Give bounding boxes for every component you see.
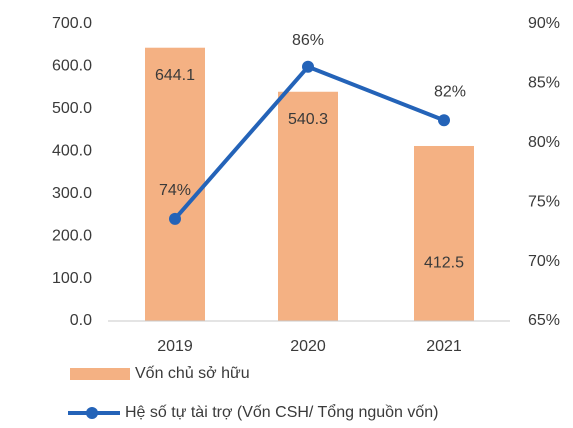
y-tick-label: 600.0: [52, 58, 92, 75]
y-tick-label: 400.0: [52, 143, 92, 160]
bar: [145, 47, 205, 322]
y2-tick-label: 70%: [528, 253, 560, 270]
y-tick-label: 700.0: [52, 15, 92, 32]
data-label: 86%: [292, 32, 324, 49]
legend-label: Hệ số tự tài trợ (Vốn CSH/ Tổng nguồn vố…: [125, 403, 439, 421]
data-label: 82%: [434, 83, 466, 100]
y-tick-label: 200.0: [52, 227, 92, 244]
data-label: 540.3: [288, 111, 328, 128]
point: [302, 60, 314, 73]
x-tick-label: 2020: [290, 338, 326, 355]
y2-tick-label: 65%: [528, 312, 560, 329]
legend-label: Vốn chủ sở hữu: [135, 365, 250, 382]
legend-swatch: [70, 368, 130, 380]
x-tick-label: 2019: [157, 338, 193, 355]
x-tick-label: 2021: [426, 338, 462, 355]
bar: [278, 91, 338, 322]
y2-tick-label: 80%: [528, 134, 560, 151]
y-tick-label: 300.0: [52, 185, 92, 202]
data-label: 644.1: [155, 67, 195, 84]
y-tick-label: 100.0: [52, 270, 92, 287]
bar: [414, 145, 474, 321]
data-label: 74%: [159, 182, 191, 199]
data-label: 412.5: [424, 255, 464, 272]
point: [438, 114, 450, 127]
y-tick-label: 0.0: [70, 312, 92, 329]
y2-tick-label: 85%: [528, 75, 560, 92]
y-tick-label: 500.0: [52, 100, 92, 117]
y2-tick-label: 90%: [528, 15, 560, 32]
legend-marker: [86, 407, 98, 419]
y2-tick-label: 75%: [528, 193, 560, 210]
point: [169, 212, 181, 225]
